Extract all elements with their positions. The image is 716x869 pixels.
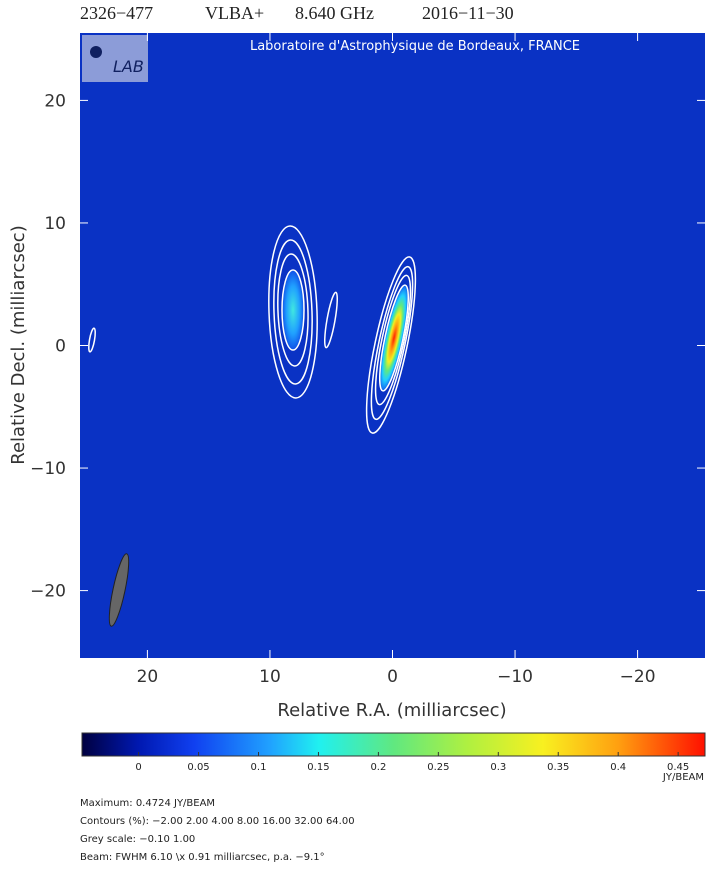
x-tick-label: 0 [387,667,398,687]
colorbar-tick-label: 0.4 [610,762,626,773]
note: Grey scale: −0.10 1.00 [80,834,195,845]
y-axis-label: Relative Decl. (milliarcsec) [8,225,29,464]
colorbar-tick-label: 0.25 [427,762,449,773]
credit: Laboratoire d'Astrophysique de Bordeaux,… [250,39,580,54]
colorbar-tick-label: 0.45 [667,762,689,773]
x-tick-label: −20 [620,667,656,687]
y-tick-label: 10 [44,214,66,234]
colorbar-tick-label: 0.3 [490,762,506,773]
y-tick-label: 0 [55,337,66,357]
note: Contours (%): −2.00 2.00 4.00 8.00 16.00… [80,816,355,827]
frequency: 8.640 GHz [295,3,374,23]
y-tick-label: −20 [30,582,66,602]
x-tick-label: 20 [137,667,159,687]
x-axis-label: Relative R.A. (milliarcsec) [277,700,506,721]
colorbar-label: JY/BEAM [662,772,704,783]
colorbar-tick-label: 0.05 [187,762,209,773]
y-tick-label: −10 [30,459,66,479]
x-tick-label: −10 [497,667,533,687]
source-name: 2326−477 [80,3,153,23]
obs-date: 2016−11−30 [422,3,514,23]
colorbar [81,732,706,757]
colorbar-tick-label: 0.35 [547,762,569,773]
contours [88,225,417,434]
x-tick-label: 10 [259,667,281,687]
logo-dot [90,46,102,58]
map: LAB Laboratoire d'Astrophysique de Borde… [80,33,705,658]
beam [108,553,130,627]
colorbar-tick-label: 0.2 [370,762,386,773]
colorbar-tick-label: 0.1 [251,762,267,773]
y-tick-label: 20 [44,91,66,111]
logo-text: LAB [113,57,144,76]
array-name: VLBA+ [205,3,264,23]
colorbar-tick-label: 0.15 [307,762,329,773]
note: Maximum: 0.4724 JY/BEAM [80,798,215,809]
note: Beam: FWHM 6.10 \x 0.91 milliarcsec, p.a… [80,852,325,863]
logo-box [82,35,148,82]
colorbar-tick-label: 0 [135,762,141,773]
